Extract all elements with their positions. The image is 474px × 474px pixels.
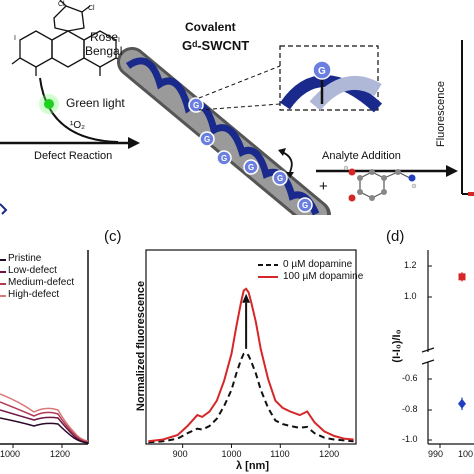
panel-c-label: (c) (104, 228, 122, 245)
legend-b-medium: Medium-defect (8, 277, 75, 288)
analyte-arrowhead (446, 165, 458, 177)
panel-c-xticks (182, 444, 330, 448)
defect-reaction-label: Defect Reaction (34, 150, 113, 162)
rose-bengal-molecule (11, 0, 125, 76)
d-ytick--1.0: -1.0 (402, 434, 418, 444)
legend-b-low: Low-defect (8, 265, 57, 276)
zoom-connector-1 (198, 65, 281, 99)
d-xtick-990: 990 (428, 449, 444, 459)
edge-mark (0, 203, 8, 215)
zoom-inset-content: G (280, 60, 383, 113)
dopamine-molecule (343, 165, 417, 202)
series-1-line (148, 287, 354, 443)
panel-c-xtick-label: 1000 (221, 449, 242, 459)
green-light-dot (44, 99, 54, 109)
covalent-title: Covalent (185, 20, 236, 34)
d-ytick--0.8: -0.8 (402, 404, 418, 414)
legend-c-1-text: 100 µM dopamine (283, 271, 364, 282)
panel-d-label: (d) (386, 228, 405, 245)
d-xtick-100: 100 (458, 449, 474, 459)
rose-label-line2: Bengal (85, 44, 123, 58)
i-label-1: I (14, 35, 16, 42)
rose-label-line1: Rose (90, 30, 119, 44)
d-ytick-1.2: 1.2 (404, 260, 417, 270)
legend-b-high: High-defect (8, 289, 60, 300)
d-ytick--0.6: -0.6 (402, 373, 418, 383)
panel-c-plot-frame (145, 249, 357, 445)
swcnt-tube (117, 47, 331, 215)
svg-text:G: G (248, 163, 254, 172)
d-ytick-1.0: 1.0 (404, 291, 417, 301)
svg-text:G: G (277, 174, 283, 183)
cl-label-1: Cl (58, 1, 65, 8)
svg-text:G: G (318, 66, 326, 77)
legend-b-pristine: Pristine (8, 253, 42, 264)
point-0-marker (458, 273, 466, 281)
panel-b-xtick-1200: 1200 (50, 449, 71, 459)
panel-c-xlabel: λ [nm] (236, 460, 269, 472)
svg-text:G: G (302, 201, 308, 210)
panel-b-xtick-1000: 1000 (0, 449, 21, 459)
panel-c-xtick-label: 900 (172, 449, 188, 459)
g-markers: G G G G G G (188, 97, 313, 213)
cl-label-2: Cl (88, 5, 95, 12)
plus-sign: + (319, 178, 328, 195)
panel-c-xtick-label: 1100 (270, 449, 290, 459)
axis-break-2 (421, 359, 435, 365)
increase-arrowhead (242, 293, 251, 303)
green-light-label: Green light (66, 96, 125, 110)
svg-text:G: G (221, 154, 227, 163)
point-1-marker (458, 398, 466, 409)
rotation-arrow (281, 151, 293, 173)
i-label-2: I (118, 37, 120, 44)
series-0-line (148, 351, 354, 444)
singlet-oxygen-label: ¹O₂ (70, 120, 85, 131)
defect-reaction-arrowhead (128, 137, 140, 149)
legend-c-0-text: 0 µM dopamine (283, 259, 353, 270)
reaction-curve (39, 77, 119, 143)
svg-text:G: G (204, 135, 210, 144)
top-scheme-graphics: OH Cl Cl I I G G G G G G (0, 0, 474, 215)
gd-swcnt-title: Gᵈ-SWCNT (182, 38, 250, 53)
svg-text:G: G (193, 101, 199, 110)
axis-break-1 (421, 347, 435, 353)
analyte-addition-label: Analyte Addition (322, 150, 401, 162)
panel-d-ylabel: (I-I₀)/I₀ (391, 329, 403, 363)
panel-c-xtick-label: 1200 (319, 449, 340, 459)
